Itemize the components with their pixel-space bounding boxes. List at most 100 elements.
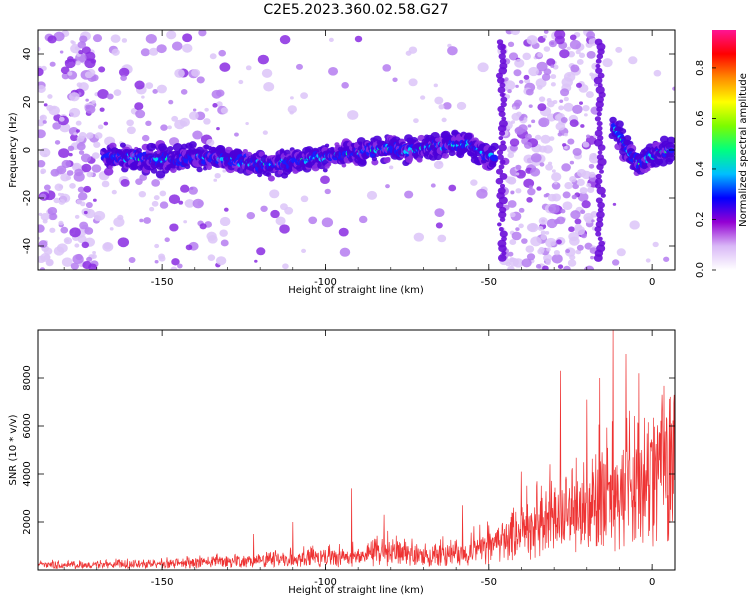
- spectrogram-noise-blob: [86, 171, 94, 178]
- spectrogram-band-blob: [258, 151, 265, 157]
- spectrogram-noise-blob: [536, 186, 542, 191]
- spectrogram-noise-blob: [442, 102, 452, 110]
- spectrogram-noise-blob: [569, 254, 576, 261]
- spectrogram-noise-blob: [435, 222, 443, 229]
- spectrogram-noise-blob: [549, 240, 556, 246]
- spectrogram-edge-blob: [596, 244, 606, 253]
- spectrogram-noise-blob: [653, 69, 662, 77]
- spectrogram-noise-blob: [530, 236, 542, 247]
- spectrogram-noise-blob: [83, 210, 88, 215]
- spectrogram-noise-blob: [59, 193, 71, 203]
- spectrogram-edge-blob: [495, 177, 504, 185]
- spectrogram-noise-blob: [66, 170, 74, 176]
- spectrogram-noise-blob: [511, 231, 522, 241]
- colorbar-ticks: 0.0 0.2 0.4 0.6 0.8: [695, 60, 716, 278]
- spectrogram-noise-blob: [516, 111, 522, 117]
- spectrogram-noise-blob: [559, 99, 564, 103]
- spectrogram-noise-blob: [561, 77, 573, 88]
- spectrogram-noise-blob: [192, 130, 203, 140]
- spectrogram-noise-blob: [543, 193, 548, 198]
- spectrogram-noise-blob: [518, 223, 524, 229]
- spectrogram-noise-blob: [588, 163, 595, 169]
- spectrogram-noise-blob: [540, 230, 546, 235]
- spectrogram-edge-blob: [499, 58, 507, 65]
- spectrogram-noise-blob: [38, 85, 46, 93]
- spectrogram-edge-blob: [497, 154, 504, 160]
- spectrogram-noise-blob: [245, 121, 249, 126]
- spectrogram-noise-blob: [551, 169, 556, 173]
- spectrogram-noise-blob: [585, 91, 594, 99]
- spectrogram-noise-blob: [562, 191, 571, 199]
- spectrogram-noise-blob: [287, 105, 297, 114]
- spectrogram-noise-blob: [47, 35, 57, 44]
- spectrogram-noise-blob: [188, 111, 199, 121]
- spectrogram-noise-blob: [509, 138, 520, 147]
- spectrogram-noise-blob: [513, 69, 522, 77]
- spectrogram-noise-blob: [171, 258, 180, 266]
- spectrogram-noise-blob: [434, 96, 444, 105]
- spectrogram-noise-blob: [586, 50, 596, 59]
- spectrogram-noise-blob: [97, 88, 109, 99]
- spectrogram-noise-blob: [238, 79, 244, 85]
- snr-x-axis-label: Height of straight line (km): [288, 585, 424, 596]
- spectrogram-edge-blob: [596, 53, 604, 60]
- spectrogram-edge-blob: [496, 39, 504, 45]
- spectrogram-noise-blob: [470, 179, 478, 186]
- snr-x-tick-label: 0: [649, 577, 655, 588]
- spectrogram-x-tick-label: -50: [481, 277, 497, 288]
- spectrogram-band-blob: [646, 167, 651, 172]
- spectrogram-edge-blob: [594, 38, 603, 46]
- spectrogram-noise-blob: [81, 241, 90, 249]
- spectrogram-edge-blob: [497, 239, 507, 248]
- spectrogram-noise-blob: [84, 71, 93, 79]
- spectrogram-noise-blob: [560, 88, 570, 97]
- spectrogram-noise-blob: [295, 63, 303, 70]
- spectrogram-noise-blob: [69, 227, 81, 238]
- spectrogram-noise-blob: [261, 68, 273, 78]
- spectrogram-noise-blob: [572, 104, 583, 114]
- spectrogram-noise-blob: [366, 190, 378, 200]
- spectrogram-noise-blob: [539, 162, 545, 167]
- spectrogram-noise-blob: [192, 198, 204, 209]
- colorbar-tick-label: 0.2: [695, 212, 706, 228]
- spectrogram-noise-blob: [78, 150, 85, 155]
- spectrogram-noise-blob: [531, 119, 536, 124]
- spectrogram-noise-blob: [514, 99, 523, 107]
- spectrogram-edge-blob: [598, 240, 606, 247]
- colorbar-gradient: [712, 30, 736, 270]
- spectrogram-band-blob: [619, 128, 627, 134]
- spectrogram-noise-blob: [218, 49, 226, 57]
- spectrogram-edge-blob: [599, 169, 604, 174]
- spectrogram-noise-blob: [447, 46, 458, 56]
- spectrogram-noise-blob: [301, 248, 307, 254]
- spectrogram-noise-blob: [106, 93, 114, 100]
- spectrogram-noise-blob: [438, 104, 445, 110]
- spectrogram-noise-blob: [575, 49, 581, 55]
- spectrogram-noise-blob: [548, 203, 560, 214]
- spectrogram-noise-blob: [139, 218, 144, 223]
- spectrogram-noise-blob: [84, 227, 94, 235]
- spectrogram-edge-blob: [497, 43, 506, 51]
- spectrogram-noise-blob: [159, 190, 167, 197]
- spectrogram-noise-blob: [70, 262, 79, 270]
- spectrogram-noise-blob: [58, 184, 64, 189]
- spectrogram-noise-blob: [260, 205, 268, 213]
- spectrogram-noise-blob: [93, 210, 106, 221]
- spectrogram-noise-blob: [76, 199, 83, 205]
- spectrogram-noise-blob: [141, 95, 145, 99]
- spectrogram-noise-blob: [507, 251, 514, 257]
- spectrogram-edge-blob: [597, 150, 603, 155]
- colorbar-tick-label: 0.4: [695, 161, 706, 177]
- spectrogram-noise-blob: [148, 47, 159, 56]
- spectrogram-noise-blob: [154, 260, 159, 264]
- spectrogram-noise-blob: [177, 263, 183, 269]
- spectrogram-noise-blob: [582, 141, 590, 148]
- spectrogram-noise-blob: [583, 113, 588, 117]
- spectrogram-noise-blob: [543, 30, 549, 34]
- spectrogram-noise-blob: [515, 169, 526, 179]
- spectrogram-noise-blob: [554, 218, 561, 225]
- spectrogram-noise-blob: [151, 200, 159, 207]
- spectrogram-noise-blob: [43, 184, 51, 191]
- spectrogram-noise-blob: [554, 30, 566, 40]
- spectrogram-noise-blob: [392, 77, 398, 83]
